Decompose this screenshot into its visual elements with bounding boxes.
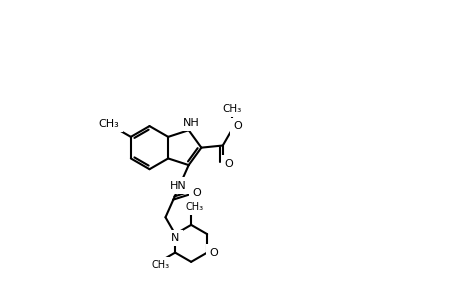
Text: CH₃: CH₃ [151,260,169,270]
Text: NH: NH [182,118,199,128]
Text: CH₃: CH₃ [99,119,119,129]
Text: HN: HN [169,181,186,191]
Text: N: N [171,233,179,243]
Text: O: O [224,159,233,169]
Text: CH₃: CH₃ [185,202,203,212]
Text: O: O [208,248,217,258]
Text: O: O [192,188,201,197]
Text: CH₃: CH₃ [222,104,241,114]
Text: O: O [233,122,242,131]
